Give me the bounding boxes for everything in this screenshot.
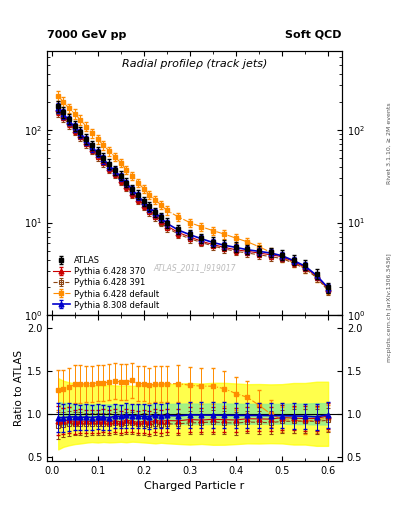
Text: 7000 GeV pp: 7000 GeV pp [47,30,127,40]
X-axis label: Charged Particle r: Charged Particle r [144,481,245,491]
Text: Radial profileρ (track jets): Radial profileρ (track jets) [122,59,267,69]
Text: ATLAS_2011_I919017: ATLAS_2011_I919017 [153,263,236,272]
Y-axis label: Ratio to ATLAS: Ratio to ATLAS [14,350,24,426]
Text: Soft QCD: Soft QCD [285,30,342,40]
Legend: ATLAS, Pythia 6.428 370, Pythia 6.428 391, Pythia 6.428 default, Pythia 8.308 de: ATLAS, Pythia 6.428 370, Pythia 6.428 39… [51,254,161,311]
Text: Rivet 3.1.10, ≥ 2M events: Rivet 3.1.10, ≥ 2M events [387,102,392,184]
Text: mcplots.cern.ch [arXiv:1306.3436]: mcplots.cern.ch [arXiv:1306.3436] [387,253,392,361]
